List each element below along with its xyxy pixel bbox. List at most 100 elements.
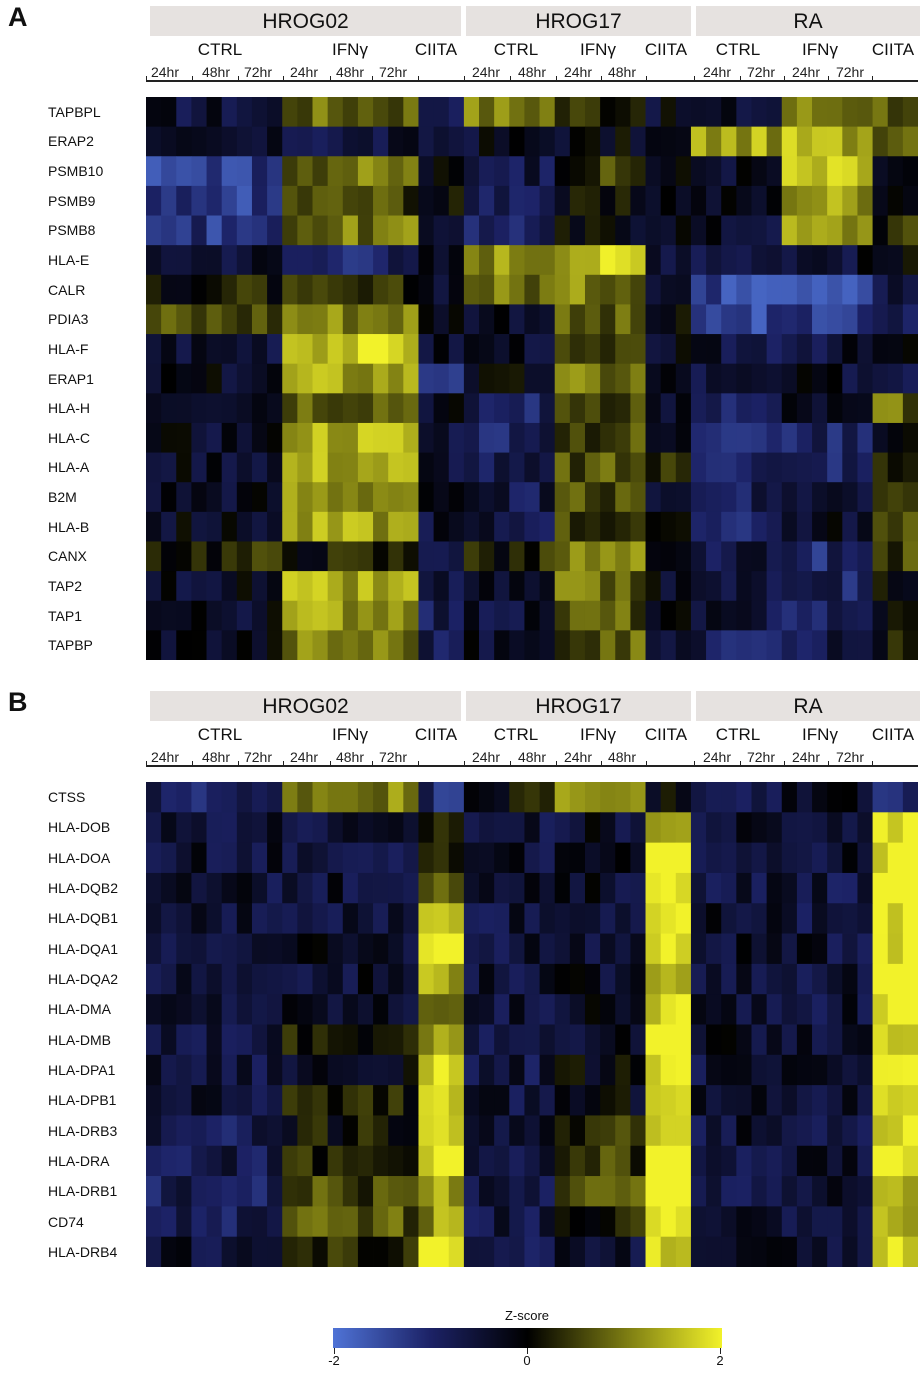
condition-label: IFNγ [802, 725, 838, 744]
heatmap-cell [161, 782, 177, 813]
heatmap-cell [357, 1054, 374, 1086]
heatmap-cell [736, 97, 752, 128]
heatmap-cell [827, 363, 843, 394]
heatmap-cell [736, 812, 752, 844]
heatmap-cell [297, 1236, 313, 1267]
heatmap-cell [796, 842, 813, 874]
heatmap-cell [297, 933, 313, 965]
heatmap-cell [736, 1054, 752, 1086]
heatmap-cell [373, 126, 389, 157]
heatmap-cell [221, 571, 238, 602]
heatmap-cell [221, 126, 238, 157]
heatmap-cell [796, 1115, 813, 1147]
heatmap-cell [221, 1024, 238, 1056]
heatmap-cell [373, 571, 389, 602]
heatmap-cell [781, 903, 798, 934]
heatmap-cell [600, 215, 616, 246]
heatmap-cell [584, 903, 601, 934]
heatmap-cell [615, 274, 631, 305]
heatmap-cell [312, 872, 329, 904]
heatmap-cell [615, 1054, 631, 1086]
heatmap-cell [357, 511, 374, 542]
heatmap-cell [766, 334, 783, 365]
heatmap-cell [600, 363, 616, 394]
heatmap-cell [751, 304, 768, 335]
heatmap-cell [357, 97, 374, 128]
heatmap-cell [539, 156, 556, 187]
heatmap-cell [418, 363, 435, 394]
heatmap-cell [433, 1054, 450, 1086]
heatmap-cell [675, 452, 692, 483]
heatmap-cell [812, 600, 828, 631]
heatmap-cell [146, 630, 162, 660]
heatmap-cell [766, 903, 783, 934]
heatmap-cell [327, 274, 344, 305]
heatmap-cell [766, 842, 783, 874]
heatmap-cell [645, 363, 662, 394]
heatmap-cell [494, 422, 510, 453]
heatmap-cell [448, 156, 465, 187]
heatmap-cell [251, 274, 268, 305]
heatmap-cell [388, 812, 404, 844]
heatmap-cell [857, 994, 873, 1025]
heatmap-cell [282, 274, 298, 305]
heatmap-cell [161, 1236, 177, 1267]
heatmap-cell [600, 482, 616, 513]
heatmap-cell [267, 1024, 283, 1056]
heatmap-cell [494, 1115, 510, 1147]
heatmap-cell [554, 1145, 571, 1177]
heatmap-cell [660, 304, 677, 335]
timepoint-label: 48hr [517, 749, 547, 765]
heatmap-cell [403, 334, 419, 365]
heatmap-cell [706, 782, 722, 813]
heatmap-cell [433, 511, 450, 542]
heatmap-cell [675, 422, 692, 453]
heatmap-cell [675, 1176, 692, 1207]
heatmap-cell [781, 963, 798, 995]
heatmap-cell [675, 334, 692, 365]
heatmap-cell [827, 482, 843, 513]
heatmap-cell [236, 1206, 253, 1238]
heatmap-cell [236, 274, 253, 305]
heatmap-cell [312, 334, 329, 365]
heatmap-cell [645, 1024, 662, 1056]
heatmap-cell [342, 215, 359, 246]
heatmap-cell [630, 1085, 646, 1116]
heatmap-cell [827, 452, 843, 483]
heatmap-cell [494, 482, 510, 513]
heatmap-b [146, 782, 918, 1267]
heatmap-cell [781, 1176, 798, 1207]
heatmap-cell [161, 1145, 177, 1177]
heatmap-cell [812, 571, 828, 602]
heatmap-cell [312, 571, 329, 602]
heatmap-cell [751, 215, 768, 246]
heatmap-cell [448, 334, 465, 365]
heatmap-cell [645, 97, 662, 128]
heatmap-cell [721, 1176, 737, 1207]
heatmap-cell [690, 1085, 707, 1116]
heatmap-cell [191, 812, 207, 844]
heatmap-cell [418, 630, 435, 660]
heatmap-cell [191, 963, 207, 995]
heatmap-cell [418, 393, 435, 424]
heatmap-cell [357, 304, 374, 335]
heatmap-cell [554, 1236, 571, 1267]
heatmap-cell [146, 1085, 162, 1116]
heatmap-cell [403, 126, 419, 157]
heatmap-cell [191, 422, 207, 453]
heatmap-cell [251, 482, 268, 513]
heatmap-cell [433, 1115, 450, 1147]
heatmap-cell [236, 933, 253, 965]
heatmap-cell [721, 872, 737, 904]
heatmap-cell [766, 511, 783, 542]
heatmap-cell [342, 156, 359, 187]
heatmap-cell [554, 600, 571, 631]
heatmap-cell [766, 1236, 783, 1267]
heatmap-cell [146, 185, 162, 216]
heatmap-cell [236, 541, 253, 572]
heatmap-cell [282, 630, 298, 660]
heatmap-cell [584, 304, 601, 335]
heatmap-cell [206, 511, 223, 542]
heatmap-cell [645, 842, 662, 874]
heatmap-cell [902, 452, 918, 483]
